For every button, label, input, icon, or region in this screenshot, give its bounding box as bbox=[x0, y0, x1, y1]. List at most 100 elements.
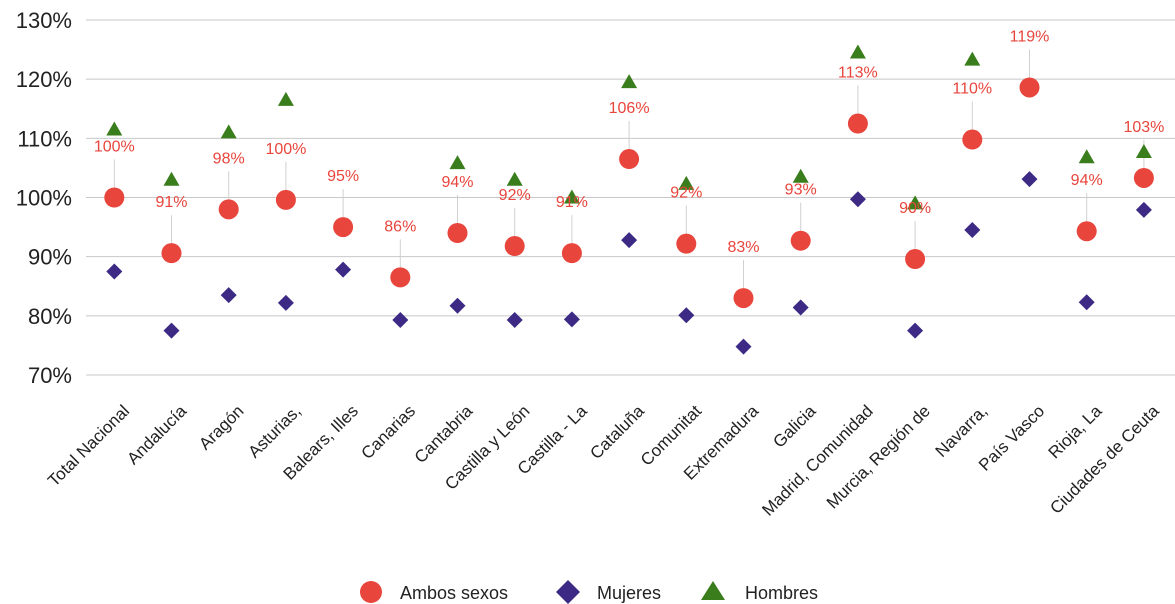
x-tick-label: Total Nacional bbox=[44, 401, 133, 490]
point-mujeres bbox=[506, 311, 523, 328]
legend-marker-ambos bbox=[360, 581, 382, 603]
point-hombres bbox=[678, 175, 695, 190]
point-mujeres bbox=[449, 297, 466, 314]
chart-marks bbox=[104, 44, 1154, 355]
point-mujeres bbox=[163, 322, 180, 339]
y-tick-label: 100% bbox=[16, 186, 72, 211]
x-tick-label: Murcia, Región de bbox=[823, 401, 934, 512]
legend-marker-hombres bbox=[701, 581, 725, 600]
point-mujeres bbox=[678, 307, 695, 324]
point-hombres bbox=[506, 171, 523, 186]
y-tick-label: 90% bbox=[28, 245, 72, 270]
data-label: 106% bbox=[609, 100, 650, 117]
data-label: 110% bbox=[952, 81, 992, 98]
point-mujeres bbox=[1021, 171, 1038, 188]
point-hombres bbox=[106, 121, 123, 136]
data-label: 86% bbox=[384, 218, 416, 235]
data-label: 94% bbox=[441, 174, 473, 191]
point-hombres bbox=[563, 189, 580, 204]
point-ambos-sexos bbox=[447, 223, 468, 243]
data-label: 91% bbox=[556, 194, 588, 211]
point-mujeres bbox=[792, 299, 809, 316]
point-ambos-sexos bbox=[104, 187, 125, 208]
data-label: 94% bbox=[1071, 172, 1103, 189]
data-label: 100% bbox=[94, 139, 135, 156]
data-label: 113% bbox=[838, 65, 878, 82]
point-mujeres bbox=[735, 338, 752, 355]
point-ambos-sexos bbox=[561, 243, 582, 264]
point-hombres bbox=[964, 51, 981, 66]
point-hombres bbox=[621, 74, 638, 89]
data-label: 98% bbox=[213, 150, 245, 167]
point-mujeres bbox=[964, 222, 981, 239]
point-ambos-sexos bbox=[676, 233, 697, 254]
point-ambos-sexos bbox=[1019, 77, 1040, 98]
point-mujeres bbox=[1078, 294, 1095, 311]
y-tick-label: 80% bbox=[28, 304, 72, 329]
data-label: 92% bbox=[670, 185, 702, 202]
point-mujeres bbox=[220, 287, 237, 304]
point-ambos-sexos bbox=[275, 189, 296, 210]
point-mujeres bbox=[849, 191, 866, 208]
point-hombres bbox=[792, 168, 809, 183]
legend-label-ambos: Ambos sexos bbox=[400, 583, 508, 603]
data-label: 93% bbox=[785, 182, 817, 199]
point-ambos-sexos bbox=[1133, 167, 1154, 188]
data-label: 100% bbox=[265, 141, 306, 158]
point-ambos-sexos bbox=[1076, 221, 1097, 242]
data-label: 92% bbox=[499, 187, 531, 204]
legend-label-hombres: Hombres bbox=[745, 583, 818, 603]
point-mujeres bbox=[392, 311, 409, 328]
point-ambos-sexos bbox=[733, 288, 754, 309]
point-ambos-sexos bbox=[790, 230, 811, 251]
point-ambos-sexos bbox=[847, 113, 868, 134]
y-tick-label: 120% bbox=[16, 67, 72, 92]
data-label: 90% bbox=[899, 200, 931, 217]
data-label: 103% bbox=[1123, 119, 1164, 136]
point-ambos-sexos bbox=[905, 249, 926, 270]
point-ambos-sexos bbox=[619, 149, 640, 170]
data-label: 83% bbox=[727, 239, 759, 256]
legend-marker-mujeres bbox=[556, 580, 580, 604]
grid bbox=[86, 19, 1175, 376]
x-tick-label: Andalucía bbox=[123, 401, 190, 468]
point-mujeres bbox=[277, 294, 294, 311]
y-tick-label: 110% bbox=[17, 126, 72, 151]
point-hombres bbox=[163, 171, 180, 186]
x-tick-label: Galicia bbox=[769, 401, 820, 452]
point-hombres bbox=[907, 195, 924, 210]
point-hombres bbox=[277, 91, 294, 106]
point-ambos-sexos bbox=[390, 267, 411, 288]
point-hombres bbox=[1078, 149, 1095, 164]
data-labels: 100% 91% 98% 100% 95% 86% 94% 92% 91% 106% 92% 83% 9… bbox=[94, 28, 1165, 256]
legend-label-mujeres: Mujeres bbox=[597, 583, 661, 603]
x-tick-label: Madrid, Comunidad bbox=[758, 401, 876, 519]
y-axis: 70% 80% 90% 100% 110% 120% 130% bbox=[16, 8, 72, 388]
point-mujeres bbox=[1135, 201, 1152, 218]
data-label: 95% bbox=[327, 168, 359, 185]
point-mujeres bbox=[563, 311, 580, 328]
point-hombres bbox=[1135, 143, 1152, 158]
point-mujeres bbox=[106, 263, 123, 280]
point-ambos-sexos bbox=[333, 217, 354, 238]
point-mujeres bbox=[621, 232, 638, 249]
point-ambos-sexos bbox=[962, 129, 983, 150]
x-tick-label: Navarra, bbox=[932, 401, 992, 461]
data-label: 91% bbox=[155, 194, 187, 211]
x-tick-label: Asturias, bbox=[245, 401, 305, 461]
legend: Ambos sexos Mujeres Hombres bbox=[360, 580, 818, 604]
label-connectors bbox=[113, 49, 1145, 289]
point-mujeres bbox=[335, 261, 352, 278]
x-tick-label: Ciudades de Ceuta bbox=[1046, 401, 1163, 518]
data-label: 119% bbox=[1010, 28, 1050, 45]
point-ambos-sexos bbox=[161, 243, 182, 264]
x-tick-label: Aragón bbox=[195, 401, 247, 453]
y-tick-label: 130% bbox=[16, 8, 72, 33]
point-mujeres bbox=[907, 322, 924, 339]
point-hombres bbox=[849, 44, 866, 59]
point-ambos-sexos bbox=[218, 199, 239, 220]
point-hombres bbox=[449, 155, 466, 170]
point-ambos-sexos bbox=[504, 236, 525, 257]
